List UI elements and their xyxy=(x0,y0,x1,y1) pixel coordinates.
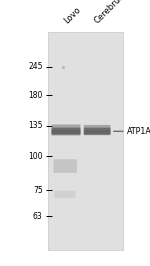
FancyBboxPatch shape xyxy=(52,130,80,134)
FancyBboxPatch shape xyxy=(52,124,80,135)
Text: Cerebrum: Cerebrum xyxy=(93,0,129,25)
Text: 63: 63 xyxy=(33,212,43,221)
Text: Lovo: Lovo xyxy=(63,5,83,25)
Text: 100: 100 xyxy=(28,152,43,161)
Text: 180: 180 xyxy=(28,91,43,100)
FancyBboxPatch shape xyxy=(84,128,110,135)
Text: 135: 135 xyxy=(28,121,43,130)
FancyBboxPatch shape xyxy=(52,128,80,135)
FancyBboxPatch shape xyxy=(54,159,77,173)
Text: 75: 75 xyxy=(33,186,43,194)
FancyBboxPatch shape xyxy=(84,130,110,134)
FancyBboxPatch shape xyxy=(84,125,110,135)
FancyBboxPatch shape xyxy=(54,191,75,198)
Text: 245: 245 xyxy=(28,62,43,71)
Bar xyxy=(48,32,123,250)
Text: ATP1A1: ATP1A1 xyxy=(127,127,150,136)
